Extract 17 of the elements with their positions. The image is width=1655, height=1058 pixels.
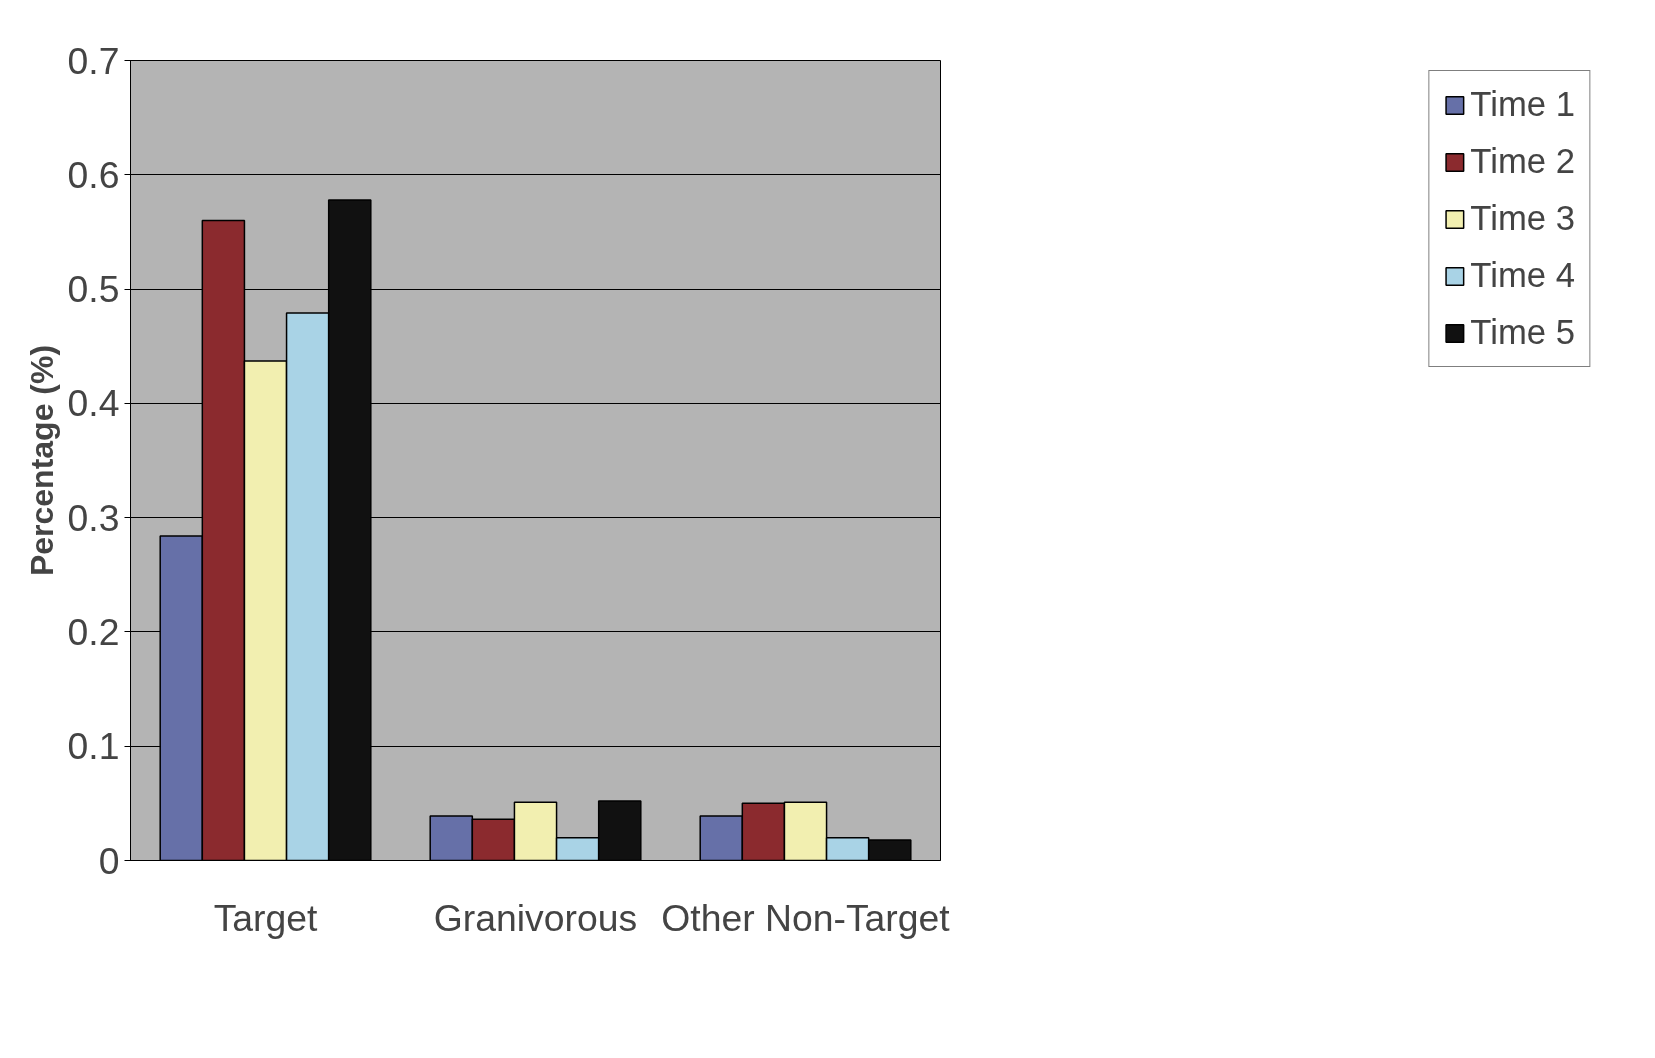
y-tick-label: 0 xyxy=(98,839,120,882)
legend-label: Time 2 xyxy=(1470,142,1575,181)
y-tick-label: 0.1 xyxy=(67,725,120,768)
legend-label: Time 1 xyxy=(1470,85,1575,124)
y-tick-label: 0.2 xyxy=(67,610,120,653)
x-tick-label: Target xyxy=(213,896,318,939)
legend-label: Time 4 xyxy=(1470,256,1575,295)
x-tick-label: Granivorous xyxy=(433,896,638,939)
y-tick-label: 0.6 xyxy=(67,153,120,196)
legend-label: Time 5 xyxy=(1470,313,1575,352)
x-tick-label: Other Non-Target xyxy=(661,896,951,939)
y-tick-label: 0.4 xyxy=(67,382,120,425)
y-tick-label: 0.3 xyxy=(67,496,120,539)
y-tick-label: 0.5 xyxy=(67,268,120,311)
legend-label: Time 3 xyxy=(1470,199,1575,238)
y-tick-label: 0.7 xyxy=(67,39,120,82)
y-axis-title: Percentage (%) xyxy=(23,344,60,577)
